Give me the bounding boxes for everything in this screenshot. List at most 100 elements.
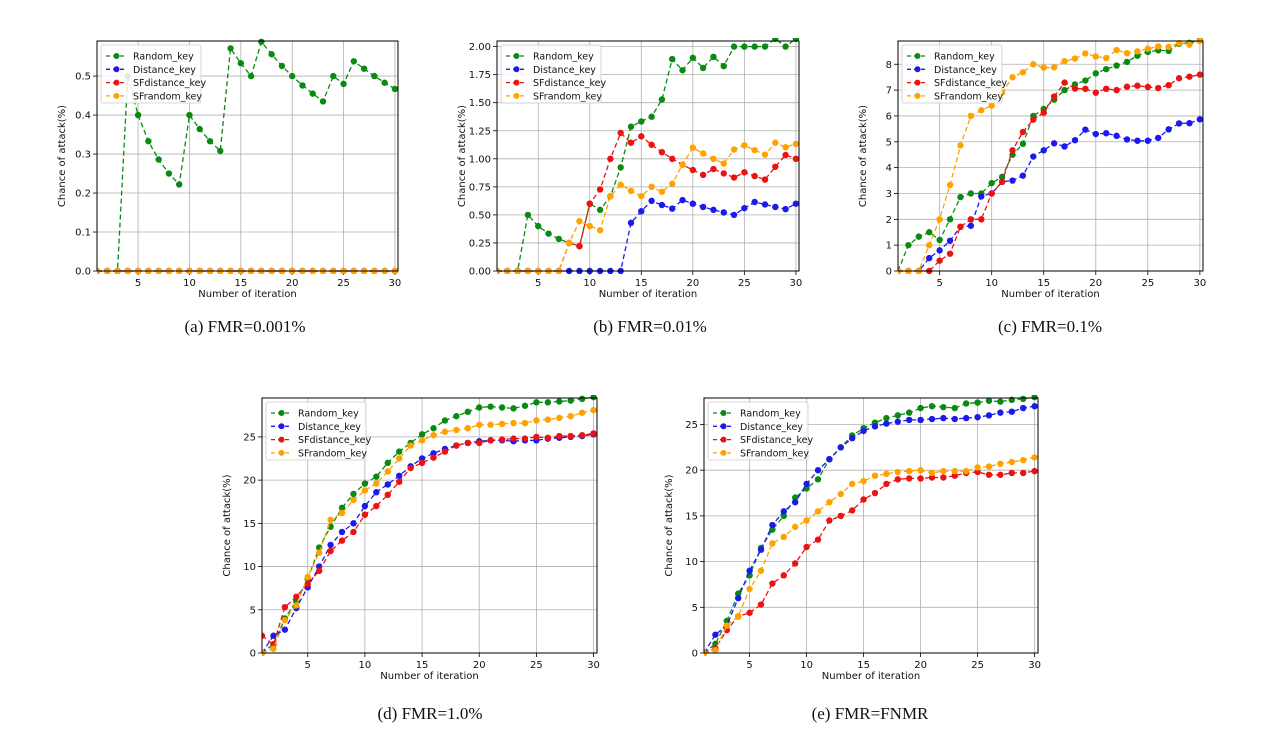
data-point-sfdistance-key [1144, 83, 1152, 91]
data-point-sfrandom-key [997, 460, 1004, 468]
data-point-distance-key [848, 435, 856, 442]
data-point-sfrandom-key [1061, 57, 1068, 65]
data-point-sfdistance-key [905, 475, 913, 482]
data-point-sfdistance-key [985, 471, 993, 478]
data-point-sfrandom-key [967, 112, 975, 120]
legend-marker-random-key [914, 53, 921, 59]
data-point-sfdistance-key [772, 163, 779, 170]
data-point-sfrandom-key [544, 416, 552, 423]
data-point-sfdistance-key [510, 435, 517, 442]
data-point-distance-key [648, 197, 655, 205]
data-point-sfdistance-key [487, 437, 494, 444]
data-point-random-key [1134, 52, 1141, 59]
data-point-random-key [430, 425, 437, 432]
data-point-distance-key [962, 414, 970, 422]
legend-marker-distance-key [720, 423, 727, 430]
data-point-distance-key [669, 205, 676, 212]
data-point-distance-key [1030, 153, 1037, 160]
data-point-random-key [1019, 395, 1027, 403]
data-point-sfrandom-key [730, 146, 738, 153]
legend-marker-sfdistance-key [113, 79, 120, 86]
data-point-random-key [967, 190, 975, 197]
data-point-sfrandom-key [1092, 53, 1099, 60]
data-point-distance-key [741, 204, 748, 212]
data-point-random-key [648, 113, 655, 120]
y-tick-label: 0.5 [75, 72, 91, 83]
data-point-sfdistance-key [627, 139, 635, 146]
chart-caption-d: (d) FMR=1.0% [377, 704, 483, 723]
chart-caption-b: (b) FMR=0.01% [593, 317, 707, 336]
data-point-distance-key [1144, 137, 1152, 144]
legend-marker-sfdistance-key [513, 79, 520, 86]
data-point-distance-key [905, 416, 913, 424]
y-axis-label: Chance of attack(%) [664, 474, 675, 576]
data-point-sfdistance-key [430, 454, 437, 461]
chart-a: 5 10 15 20 25 30 0.0 0.1 0.2 0.3 0.4 0.5 Number of i… [57, 38, 401, 300]
data-point-sfdistance-key [544, 434, 552, 441]
data-point-sfdistance-key [281, 603, 289, 611]
data-point-sfdistance-key [978, 216, 985, 223]
y-tick-label: 1.50 [469, 98, 491, 109]
series-line-sfrandom-key [898, 40, 1201, 272]
data-point-sfrandom-key [957, 142, 964, 149]
x-tick-label: 15 [234, 278, 247, 289]
data-point-random-key [1092, 70, 1099, 77]
data-point-random-key [206, 137, 214, 145]
data-point-random-key [268, 51, 275, 58]
data-point-sfdistance-key [826, 517, 833, 524]
y-tick-label: 0.75 [469, 182, 491, 193]
data-point-sfrandom-key [498, 420, 506, 428]
y-tick-label: 25 [685, 420, 698, 431]
x-tick-label: 20 [286, 278, 299, 289]
data-point-random-key [567, 397, 574, 404]
data-point-sfrandom-key [1009, 73, 1016, 81]
data-point-random-key [288, 72, 296, 80]
data-point-random-key [361, 480, 369, 487]
data-point-random-key [638, 118, 645, 125]
data-point-sfdistance-key [521, 435, 529, 442]
data-point-sfrandom-key [327, 516, 334, 524]
data-point-distance-key [860, 427, 867, 435]
data-point-sfdistance-key [1155, 84, 1162, 92]
data-point-distance-key [361, 502, 369, 510]
data-point-sfdistance-key [730, 174, 738, 181]
data-point-sfdistance-key [578, 431, 586, 439]
data-point-sfrandom-key [814, 508, 822, 515]
data-point-distance-key [792, 200, 799, 207]
data-point-sfrandom-key [1031, 454, 1038, 461]
data-point-sfdistance-key [607, 155, 614, 163]
data-point-random-key [524, 211, 532, 219]
data-point-sfrandom-key [658, 188, 666, 195]
plot-frame [261, 397, 598, 654]
data-point-distance-key [997, 409, 1004, 416]
data-point-random-key [175, 181, 183, 188]
data-point-sfrandom-key [926, 241, 933, 249]
data-point-random-key [360, 65, 368, 72]
data-point-sfdistance-key [998, 178, 1006, 186]
data-point-sfdistance-key [327, 547, 334, 555]
x-tick-label: 20 [473, 660, 486, 671]
data-point-sfdistance-key [617, 129, 624, 137]
data-point-sfdistance-key [894, 476, 901, 483]
data-point-sfrandom-key [441, 428, 449, 435]
y-axis-label: Chance of attack(%) [57, 105, 68, 207]
data-point-sfrandom-key [1082, 50, 1089, 57]
data-point-random-key [730, 43, 738, 50]
data-point-distance-key [772, 203, 779, 211]
data-point-distance-key [871, 423, 879, 430]
data-point-distance-key [782, 205, 789, 213]
x-tick-label: 10 [985, 278, 998, 289]
data-point-random-key [946, 216, 954, 223]
data-point-distance-key [791, 498, 799, 506]
x-tick-label: 25 [337, 278, 350, 289]
data-point-sfdistance-key [1123, 83, 1131, 90]
data-point-sfrandom-key [871, 472, 879, 479]
data-point-random-key [751, 43, 758, 50]
data-point-sfrandom-key [1071, 55, 1079, 62]
x-tick-label: 20 [686, 278, 699, 289]
data-point-random-key [498, 404, 506, 411]
data-point-sfrandom-key [848, 480, 856, 488]
data-point-distance-key [1050, 140, 1058, 147]
data-point-sfrandom-key [648, 183, 655, 191]
data-point-random-key [814, 476, 822, 483]
